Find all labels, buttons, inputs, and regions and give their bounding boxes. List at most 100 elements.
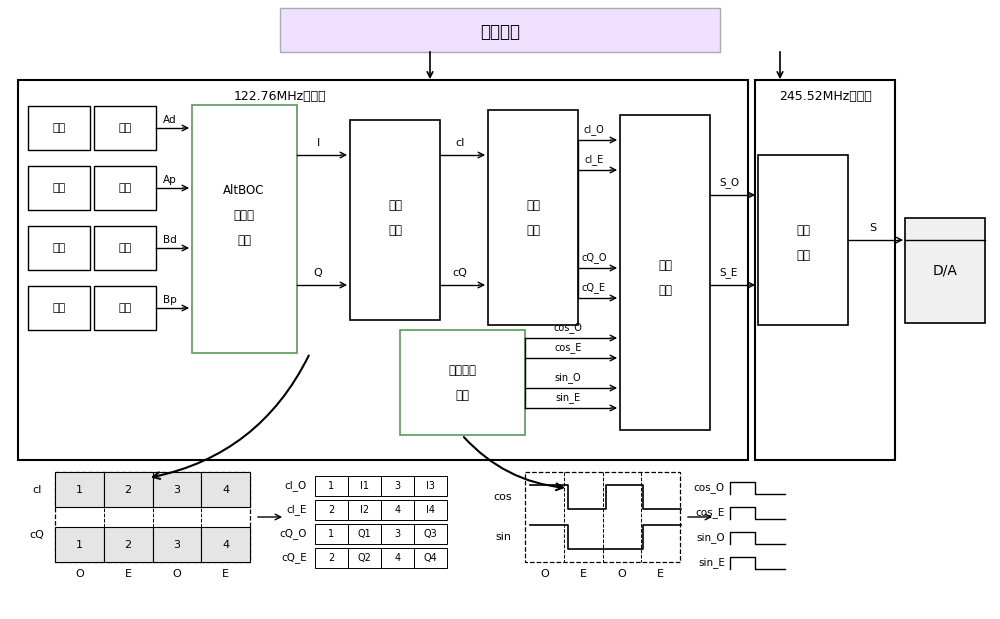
Text: 转换: 转换 xyxy=(796,248,810,261)
Text: 伪码: 伪码 xyxy=(118,303,132,313)
Text: 伪码: 伪码 xyxy=(118,123,132,133)
Text: 生成: 生成 xyxy=(455,389,469,402)
Bar xyxy=(201,527,250,562)
Text: 复数: 复数 xyxy=(388,199,402,212)
Text: sin: sin xyxy=(495,532,511,542)
Text: 并行: 并行 xyxy=(658,259,672,272)
Text: E: E xyxy=(125,569,132,579)
FancyArrowPatch shape xyxy=(153,355,309,479)
Text: 数据: 数据 xyxy=(52,123,66,133)
Text: 3: 3 xyxy=(173,540,180,550)
Text: Bd: Bd xyxy=(163,235,177,245)
Text: 4: 4 xyxy=(222,485,229,495)
Text: Q3: Q3 xyxy=(424,529,437,539)
Bar xyxy=(94,226,156,270)
Text: cQ_O: cQ_O xyxy=(280,529,307,539)
Bar xyxy=(18,80,748,460)
Text: cQ: cQ xyxy=(30,530,44,540)
Text: I2: I2 xyxy=(360,505,369,515)
Text: 1: 1 xyxy=(76,485,83,495)
Text: 3: 3 xyxy=(394,481,401,491)
Text: sin_O: sin_O xyxy=(555,373,581,383)
Bar xyxy=(104,472,152,507)
Text: 伪码: 伪码 xyxy=(118,243,132,253)
Bar xyxy=(905,218,985,323)
Text: 2: 2 xyxy=(125,485,132,495)
Bar xyxy=(758,155,848,325)
Bar xyxy=(348,548,381,568)
Bar xyxy=(55,472,104,507)
Bar xyxy=(525,472,680,562)
Bar xyxy=(94,106,156,150)
Text: S_O: S_O xyxy=(719,178,739,188)
Text: O: O xyxy=(540,569,549,579)
Text: I3: I3 xyxy=(426,481,435,491)
Bar xyxy=(55,472,250,562)
Bar xyxy=(414,548,447,568)
Text: cos_O: cos_O xyxy=(554,322,582,334)
Text: 生成: 生成 xyxy=(237,233,251,246)
Bar xyxy=(755,80,895,460)
Text: 4: 4 xyxy=(222,540,229,550)
Text: S: S xyxy=(869,223,877,233)
Text: cI: cI xyxy=(32,485,42,495)
Text: 并串: 并串 xyxy=(796,223,810,236)
Text: 时钟生成: 时钟生成 xyxy=(480,23,520,41)
Bar xyxy=(381,548,414,568)
Text: cos: cos xyxy=(494,492,512,502)
Bar xyxy=(400,330,525,435)
Text: cos_E: cos_E xyxy=(696,508,725,519)
Bar xyxy=(414,500,447,520)
Text: E: E xyxy=(222,569,229,579)
Text: 次码: 次码 xyxy=(52,303,66,313)
Text: 1: 1 xyxy=(76,540,83,550)
Bar xyxy=(350,120,440,320)
Text: O: O xyxy=(618,569,626,579)
Bar xyxy=(280,8,720,52)
Bar xyxy=(348,476,381,496)
Text: 伪码: 伪码 xyxy=(118,183,132,193)
Bar xyxy=(414,524,447,544)
Bar xyxy=(28,106,90,150)
FancyArrowPatch shape xyxy=(464,437,563,490)
Bar xyxy=(315,500,348,520)
Bar xyxy=(315,476,348,496)
Text: cI_E: cI_E xyxy=(287,504,307,516)
Text: 恒包络: 恒包络 xyxy=(234,209,254,222)
Text: 3: 3 xyxy=(394,529,401,539)
Text: 2: 2 xyxy=(125,540,132,550)
Text: 滤波: 滤波 xyxy=(388,223,402,236)
Bar xyxy=(152,472,201,507)
Text: 次码: 次码 xyxy=(52,183,66,193)
Text: 数据: 数据 xyxy=(52,243,66,253)
Bar xyxy=(94,286,156,330)
Bar xyxy=(381,476,414,496)
Bar xyxy=(201,472,250,507)
Text: cQ_E: cQ_E xyxy=(281,553,307,563)
Text: cQ_O: cQ_O xyxy=(581,253,607,264)
Text: Q2: Q2 xyxy=(358,553,371,563)
Bar xyxy=(488,110,578,325)
Text: sin_E: sin_E xyxy=(698,558,725,568)
Bar xyxy=(192,105,297,353)
Bar xyxy=(28,166,90,210)
Text: Ap: Ap xyxy=(163,175,177,185)
Text: cQ: cQ xyxy=(453,268,467,278)
Text: 1: 1 xyxy=(328,481,335,491)
Text: 3: 3 xyxy=(173,485,180,495)
Bar xyxy=(152,527,201,562)
Bar xyxy=(315,548,348,568)
Text: O: O xyxy=(75,569,84,579)
Bar xyxy=(55,527,104,562)
Text: I4: I4 xyxy=(426,505,435,515)
Bar xyxy=(94,166,156,210)
Text: cI_E: cI_E xyxy=(584,155,604,165)
Bar xyxy=(620,115,710,430)
Text: D/A: D/A xyxy=(933,263,957,277)
Text: Ad: Ad xyxy=(163,115,177,125)
Text: 调制: 调制 xyxy=(658,284,672,297)
Bar xyxy=(28,226,90,270)
Bar xyxy=(381,500,414,520)
Bar xyxy=(414,476,447,496)
Text: cI_O: cI_O xyxy=(584,124,604,136)
